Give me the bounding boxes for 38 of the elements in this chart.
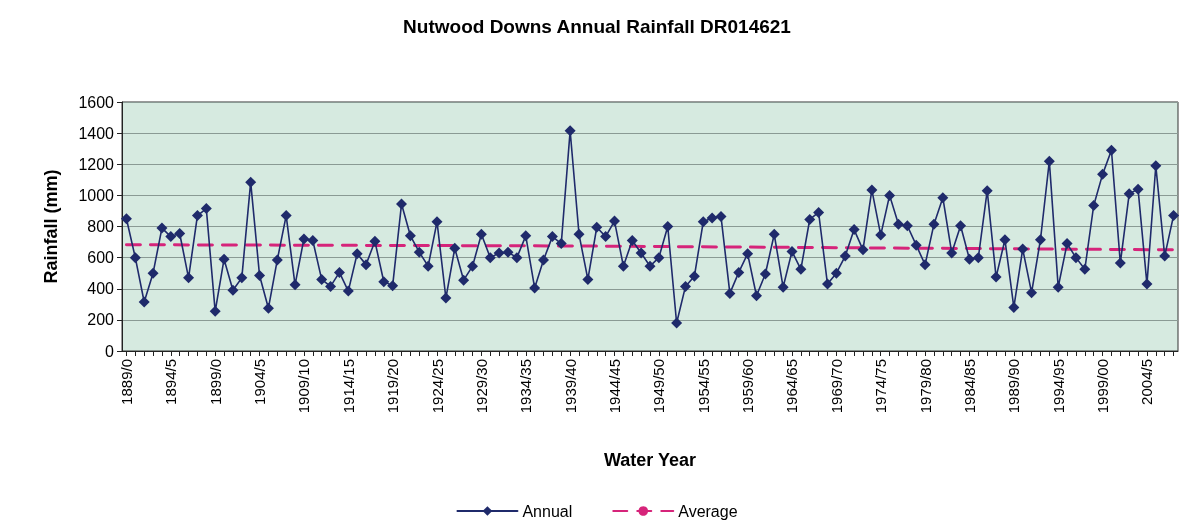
x-tick-label: 1999/00	[1094, 359, 1112, 414]
x-tick-label: 1944/45	[606, 359, 623, 414]
x-tick-label: 1974/75	[872, 359, 890, 414]
x-tick-label: 1929/30	[472, 359, 490, 414]
x-tick-label: 1919/20	[384, 359, 402, 414]
x-tick-label: 1949/50	[650, 359, 668, 414]
chart-title: Nutwood Downs Annual Rainfall DR014621	[403, 16, 792, 37]
x-tick-label: 1904/5	[251, 359, 269, 405]
y-tick-label: 600	[87, 249, 115, 267]
x-tick-label: 1989/90	[1005, 359, 1023, 414]
legend-label: Annual	[522, 502, 573, 520]
x-tick-label: 1914/15	[339, 359, 357, 414]
x-tick-label: 1984/85	[960, 359, 978, 414]
x-tick-label: 1939/40	[561, 359, 579, 414]
x-tick-label: 1959/60	[739, 359, 757, 414]
x-tick-label: 1909/10	[295, 359, 313, 414]
y-tick-label: 1600	[78, 93, 115, 111]
y-tick-label: 0	[105, 342, 115, 360]
x-tick-label: 1954/55	[694, 359, 712, 414]
y-tick-label: 1200	[78, 155, 115, 173]
x-tick-label: 1889/0	[117, 359, 135, 405]
x-tick-label: 1994/95	[1049, 359, 1067, 414]
y-axis-title: Rainfall (mm)	[41, 169, 61, 284]
x-tick-label: 1924/25	[428, 359, 446, 414]
x-tick-label: 1899/0	[206, 359, 224, 405]
y-tick-label: 1400	[78, 124, 115, 142]
x-tick-label: 1894/5	[162, 359, 180, 405]
y-tick-label: 800	[87, 218, 115, 235]
x-tick-label: 1964/65	[783, 359, 801, 414]
x-axis-title: Water Year	[603, 450, 697, 470]
legend-label: Average	[678, 502, 738, 520]
x-tick-label: 2004/5	[1138, 359, 1156, 405]
y-tick-label: 400	[87, 280, 115, 298]
y-tick-label: 200	[87, 311, 115, 329]
x-tick-label: 1979/80	[916, 359, 934, 414]
x-tick-label: 1969/70	[827, 359, 845, 414]
x-tick-label: 1934/35	[517, 359, 535, 414]
y-tick-label: 1000	[78, 186, 115, 204]
